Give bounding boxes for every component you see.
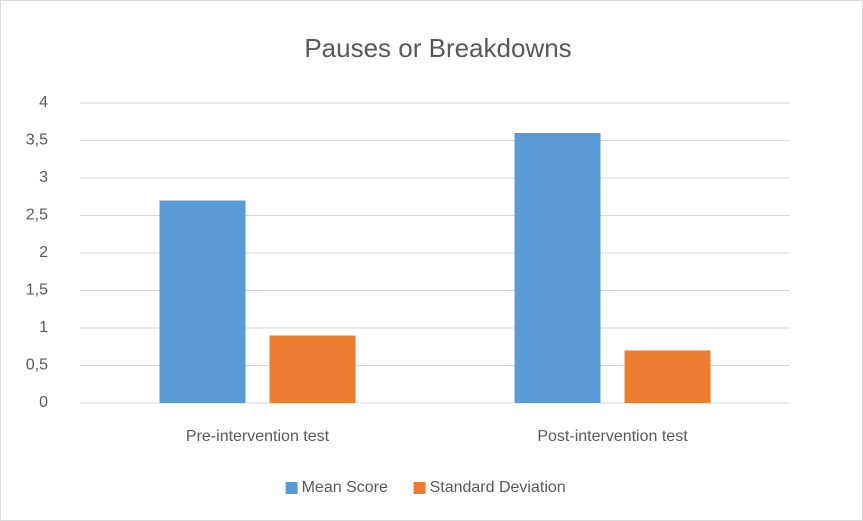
y-tick-label: 0: [39, 394, 48, 411]
x-tick-label: Pre-intervention test: [186, 428, 330, 445]
bar: [514, 133, 601, 403]
chart-title: Pauses or Breakdowns: [304, 33, 571, 63]
legend-swatch: [413, 482, 426, 494]
bar: [624, 350, 711, 403]
y-tick-label: 1,5: [26, 282, 48, 299]
y-tick-label: 1: [39, 319, 48, 336]
legend-label: Standard Deviation: [430, 479, 566, 496]
legend-label: Mean Score: [302, 479, 388, 496]
legend-swatch: [285, 482, 298, 494]
y-tick-label: 2: [39, 244, 48, 261]
y-tick-label: 3: [39, 169, 48, 186]
bar: [159, 200, 246, 403]
y-tick-label: 4: [39, 94, 48, 111]
y-tick-label: 3,5: [26, 132, 48, 149]
y-tick-label: 0,5: [26, 357, 48, 374]
x-tick-label: Post-intervention test: [537, 428, 688, 445]
y-tick-label: 2,5: [26, 207, 48, 224]
bar: [269, 335, 356, 403]
